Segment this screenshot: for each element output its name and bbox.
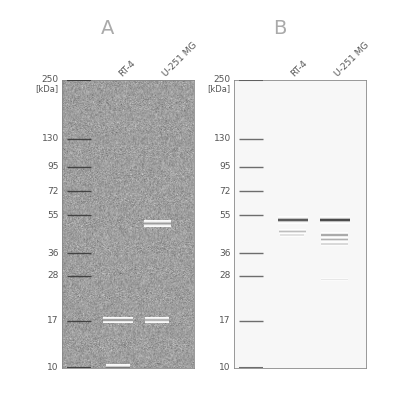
Text: 130: 130 <box>214 134 231 143</box>
Text: RT-4: RT-4 <box>118 58 137 78</box>
Text: 36: 36 <box>219 249 231 258</box>
Text: 250: 250 <box>42 76 59 84</box>
Text: U-251 MG: U-251 MG <box>333 40 371 78</box>
Text: [kDa]: [kDa] <box>208 84 231 93</box>
Text: B: B <box>273 18 287 38</box>
Text: 10: 10 <box>219 364 231 372</box>
Text: 95: 95 <box>219 162 231 171</box>
Text: 95: 95 <box>47 162 59 171</box>
Text: 250: 250 <box>214 76 231 84</box>
Text: 130: 130 <box>42 134 59 143</box>
Text: A: A <box>101 18 115 38</box>
Text: 10: 10 <box>47 364 59 372</box>
Text: 72: 72 <box>48 187 59 196</box>
Text: 55: 55 <box>219 211 231 220</box>
Text: 28: 28 <box>48 271 59 280</box>
Text: 36: 36 <box>47 249 59 258</box>
Text: 28: 28 <box>220 271 231 280</box>
Text: U-251 MG: U-251 MG <box>161 40 199 78</box>
Text: 72: 72 <box>220 187 231 196</box>
Text: RT-4: RT-4 <box>290 58 309 78</box>
Text: [kDa]: [kDa] <box>36 84 59 93</box>
Text: 17: 17 <box>219 316 231 325</box>
Text: 17: 17 <box>47 316 59 325</box>
Text: 55: 55 <box>47 211 59 220</box>
